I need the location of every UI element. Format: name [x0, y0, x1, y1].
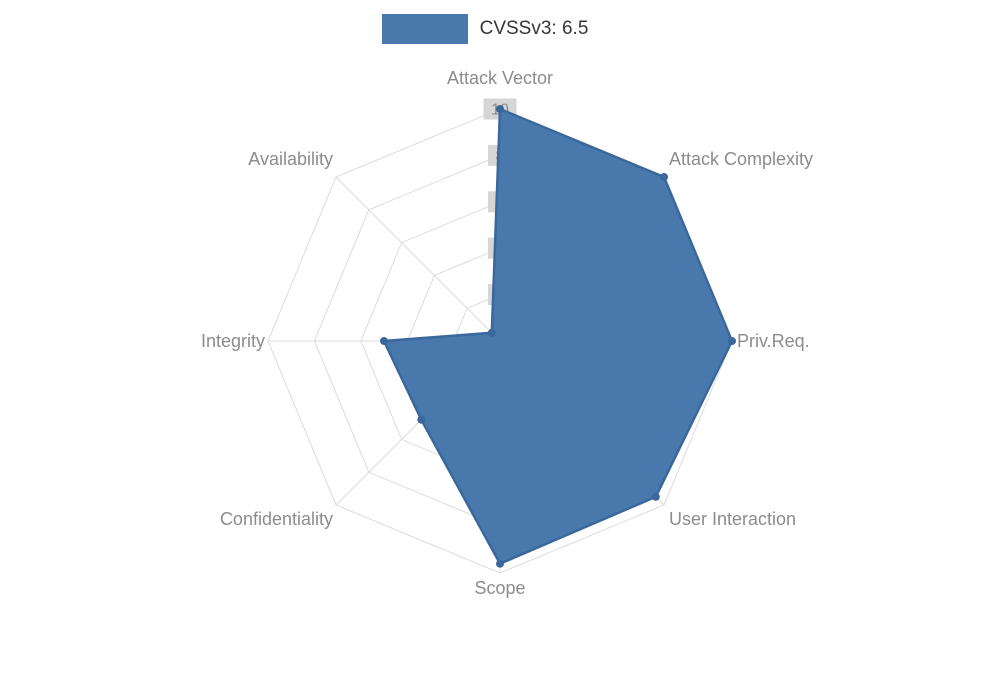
vertex-dot-user-interaction — [651, 492, 660, 501]
axis-label-integrity: Integrity — [201, 331, 265, 351]
vertex-dot-attack-complexity — [660, 173, 668, 181]
vertex-dot-scope — [496, 559, 504, 568]
axis-label-attack-vector: Attack Vector — [447, 68, 553, 88]
axis-label-attack-complexity: Attack Complexity — [669, 149, 813, 169]
vertex-dot-attack-vector — [496, 105, 504, 113]
data-polygon — [382, 107, 734, 566]
radar-series — [380, 105, 736, 568]
axis-label-confidentiality: Confidentiality — [220, 509, 333, 529]
axis-label-priv-req: Priv.Req. — [737, 331, 810, 351]
axis-label-scope: Scope — [474, 578, 525, 598]
vertex-dot-availability — [487, 328, 496, 337]
axis-labels: Attack Vector Attack Complexity Priv.Req. U… — [201, 68, 813, 598]
axis-spoke — [335, 176, 501, 342]
axis-label-user-interaction: User Interaction — [669, 509, 796, 529]
vertex-dot-integrity — [380, 337, 388, 345]
vertex-dot-confidentiality — [417, 415, 426, 424]
vertex-dot-priv-req — [728, 337, 736, 345]
axis-label-availability: Availability — [248, 149, 333, 169]
